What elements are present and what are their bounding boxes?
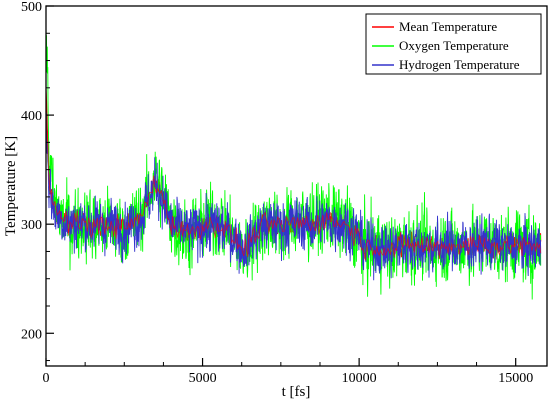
legend-label: Oxygen Temperature [399, 38, 509, 53]
x-tick-label: 0 [43, 371, 50, 386]
x-axis-label: t [fs] [282, 384, 311, 400]
y-tick-label: 500 [21, 0, 42, 15]
x-tick-label: 15000 [498, 371, 533, 386]
series-line-hydrogen-temperature [45, 112, 542, 281]
series-layer [45, 22, 542, 300]
legend-box [365, 13, 542, 75]
legend-label: Mean Temperature [399, 19, 497, 34]
series-line-mean-overlay [45, 103, 542, 261]
legend: Mean Temperature Oxygen Temperature Hydrog… [365, 13, 542, 75]
plot-frame [45, 5, 548, 367]
x-tick-label: 10000 [342, 371, 377, 386]
y-tick-label: 400 [21, 109, 42, 124]
y-tick-label: 300 [21, 218, 42, 233]
y-tick-label: 200 [21, 327, 42, 342]
axis-layer: 0 5000 10000 15000 200 300 400 500 [21, 0, 533, 386]
legend-label: Hydrogen Temperature [399, 57, 520, 72]
y-axis-label: Temperature [K] [3, 136, 19, 236]
x-tick-label: 5000 [189, 371, 217, 386]
